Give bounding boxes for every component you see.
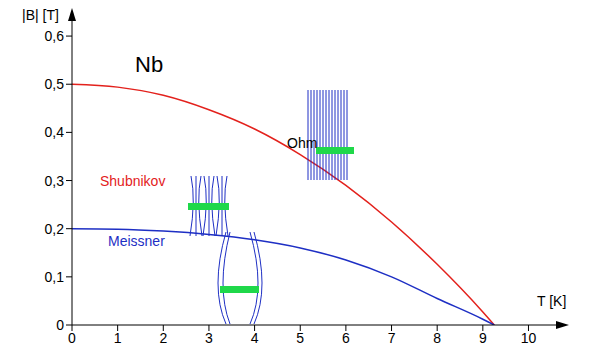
- svg-text:Meissner: Meissner: [108, 233, 165, 249]
- svg-text:7: 7: [388, 330, 396, 346]
- svg-text:0,4: 0,4: [45, 124, 65, 140]
- svg-text:2: 2: [159, 330, 167, 346]
- svg-text:10: 10: [521, 330, 537, 346]
- svg-text:1: 1: [114, 330, 122, 346]
- svg-text:0,5: 0,5: [45, 76, 65, 92]
- svg-text:5: 5: [296, 330, 304, 346]
- svg-text:4: 4: [251, 330, 259, 346]
- svg-text:0: 0: [56, 317, 64, 333]
- svg-text:9: 9: [479, 330, 487, 346]
- svg-text:6: 6: [342, 330, 350, 346]
- svg-text:8: 8: [433, 330, 441, 346]
- svg-text:0,1: 0,1: [45, 269, 65, 285]
- svg-text:3: 3: [205, 330, 213, 346]
- svg-text:0,3: 0,3: [45, 173, 65, 189]
- svg-text:T [K]: T [K]: [537, 293, 566, 309]
- svg-text:Ohm: Ohm: [287, 135, 317, 151]
- svg-text:0,6: 0,6: [45, 28, 65, 44]
- svg-text:|B| [T]: |B| [T]: [22, 7, 59, 23]
- svg-text:Shubnikov: Shubnikov: [100, 173, 165, 189]
- svg-text:Nb: Nb: [135, 52, 163, 77]
- svg-text:0: 0: [68, 330, 76, 346]
- svg-text:0,2: 0,2: [45, 221, 65, 237]
